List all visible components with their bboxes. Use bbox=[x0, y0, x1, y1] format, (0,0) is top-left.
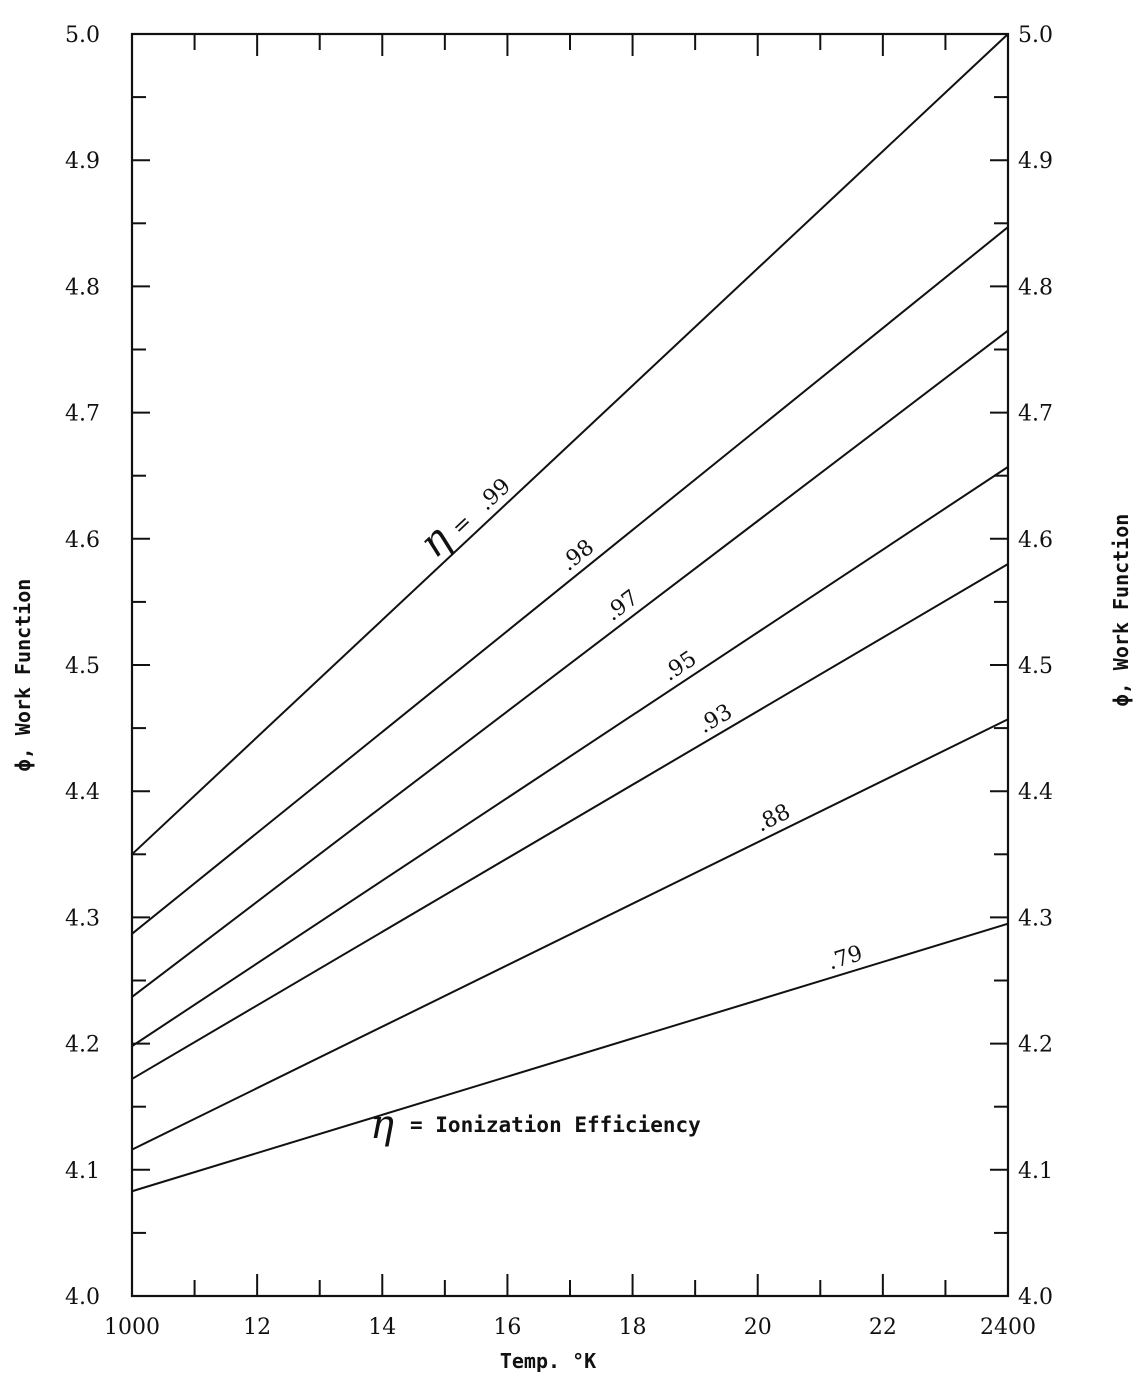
x-tick-label: 2400 bbox=[980, 1315, 1036, 1340]
y-tick-label-left: 4.1 bbox=[65, 1159, 100, 1184]
efficiency-legend: η = Ionization Efficiency bbox=[370, 1102, 701, 1148]
y-tick-label-right: 4.4 bbox=[1018, 780, 1053, 805]
x-axis-title: Temp. °K bbox=[500, 1349, 596, 1373]
y-tick-label-right: 4.8 bbox=[1018, 275, 1053, 300]
plot-border bbox=[130, 32, 1010, 1298]
y-tick-label-left: 4.3 bbox=[65, 906, 100, 931]
series-label-group-5: .88 bbox=[752, 799, 794, 837]
x-tick-label: 1000 bbox=[104, 1315, 160, 1340]
plot-frame bbox=[130, 32, 1010, 1298]
series-label-group-3: .95 bbox=[658, 646, 701, 686]
series-label-group-2: .97 bbox=[601, 585, 644, 626]
series-line-1 bbox=[131, 226, 1009, 935]
x-tick-label: 12 bbox=[243, 1315, 271, 1340]
series-line-0 bbox=[131, 33, 1009, 856]
y-tick-label-right: 4.1 bbox=[1018, 1159, 1053, 1184]
y-axis-title-left: ϕ, Work Function bbox=[11, 579, 35, 772]
y-tick-label-left: 4.8 bbox=[65, 275, 100, 300]
y-tick-label-right: 4.0 bbox=[1018, 1285, 1053, 1310]
y-tick-label-left: 4.9 bbox=[65, 149, 100, 174]
y-tick-label-right: 4.6 bbox=[1018, 528, 1053, 553]
y-tick-label-left: 4.2 bbox=[65, 1033, 100, 1058]
series-line-4 bbox=[131, 563, 1009, 1080]
y-tick-label-right: 4.3 bbox=[1018, 906, 1053, 931]
y-tick-label-right: 4.7 bbox=[1018, 402, 1053, 427]
series-label-1: .98 bbox=[556, 535, 599, 576]
series-label-0: .99 bbox=[473, 474, 516, 516]
series-line-3 bbox=[131, 466, 1009, 1047]
series-label-group-6: .79 bbox=[825, 941, 866, 975]
y-tick-label-left: 5.0 bbox=[65, 23, 100, 48]
series-label-2: .97 bbox=[601, 585, 644, 626]
series-line-5 bbox=[131, 718, 1009, 1151]
series-labels: η=.99 .98.97 .95 .93 .88 .79 bbox=[411, 474, 866, 976]
x-tick-label: 18 bbox=[619, 1315, 647, 1340]
series-label-group-0: η=.99 bbox=[411, 474, 516, 567]
series-label-5: .88 bbox=[752, 799, 794, 837]
series-label-6: .79 bbox=[825, 941, 866, 975]
series-label-group-1: .98 bbox=[556, 535, 599, 576]
y-tick-label-right: 5.0 bbox=[1018, 23, 1053, 48]
series-label-group-4: .93 bbox=[694, 700, 737, 739]
x-tick-label: 14 bbox=[368, 1315, 396, 1340]
y-tick-label-right: 4.9 bbox=[1018, 149, 1053, 174]
series-label-3: .95 bbox=[658, 646, 701, 686]
eta-symbol: η bbox=[370, 1102, 394, 1148]
x-tick-label: 22 bbox=[869, 1315, 897, 1340]
y-tick-label-left: 4.7 bbox=[65, 402, 100, 427]
axis-tick-labels: 4.0 4.0 4.1 4.1 4.2 4.2 4.3 4.3 4.4 4.4 4.5 4.5 4.6 4… bbox=[65, 23, 1053, 1340]
y-tick-label-right: 4.5 bbox=[1018, 654, 1053, 679]
y-tick-label-right: 4.2 bbox=[1018, 1033, 1053, 1058]
y-axis-title-right: ϕ, Work Function bbox=[1109, 514, 1133, 707]
axis-ticks bbox=[131, 33, 1009, 1297]
y-tick-label-left: 4.5 bbox=[65, 654, 100, 679]
y-tick-label-left: 4.4 bbox=[65, 780, 100, 805]
series-lines bbox=[131, 33, 1009, 1193]
x-tick-label: 16 bbox=[493, 1315, 521, 1340]
series-line-2 bbox=[131, 329, 1009, 998]
x-tick-label: 20 bbox=[744, 1315, 772, 1340]
series-label-4: .93 bbox=[694, 700, 737, 739]
efficiency-note: = Ionization Efficiency bbox=[410, 1113, 701, 1137]
y-tick-label-left: 4.0 bbox=[65, 1285, 100, 1310]
y-tick-label-left: 4.6 bbox=[65, 528, 100, 553]
series-line-6 bbox=[131, 922, 1009, 1193]
